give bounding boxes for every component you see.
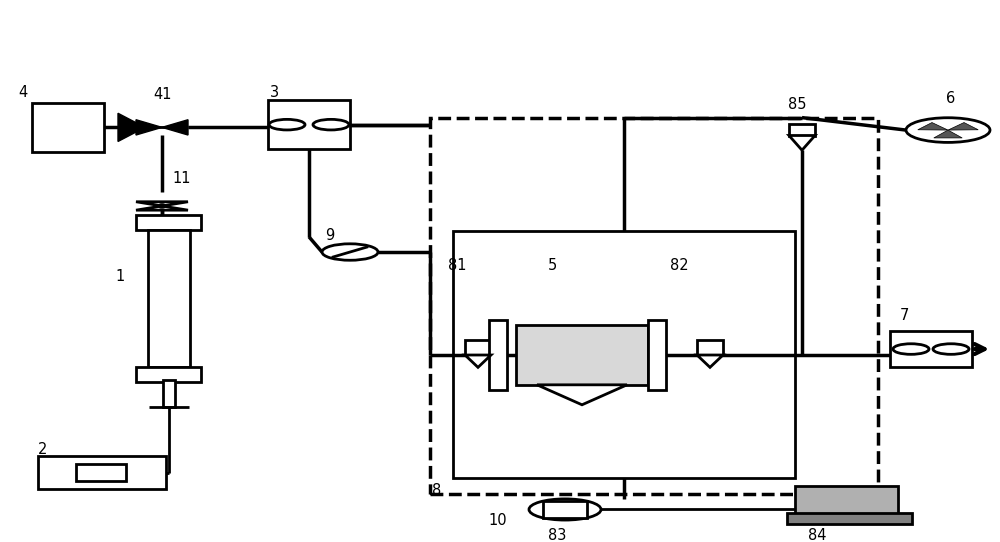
Text: 85: 85 <box>788 96 806 112</box>
Polygon shape <box>136 202 188 206</box>
Text: 11: 11 <box>172 171 190 186</box>
Text: 10: 10 <box>488 513 507 528</box>
Bar <box>136 215 201 230</box>
Ellipse shape <box>269 119 305 130</box>
Text: 3: 3 <box>270 85 279 100</box>
Bar <box>787 513 912 524</box>
Bar <box>32 103 104 152</box>
Polygon shape <box>789 136 815 150</box>
Text: 5: 5 <box>548 258 557 273</box>
Polygon shape <box>465 355 491 367</box>
Bar <box>516 325 648 385</box>
Ellipse shape <box>906 118 990 143</box>
Circle shape <box>158 204 166 208</box>
Bar <box>648 320 666 390</box>
Polygon shape <box>136 120 162 135</box>
Bar <box>890 331 972 367</box>
Bar <box>543 501 587 518</box>
Bar <box>268 100 350 149</box>
Ellipse shape <box>322 244 378 260</box>
Bar <box>163 380 175 406</box>
Bar <box>38 456 166 489</box>
Bar <box>453 231 795 478</box>
Bar <box>697 340 723 355</box>
Text: 7: 7 <box>900 308 909 323</box>
Text: 84: 84 <box>808 528 826 542</box>
Text: 6: 6 <box>946 91 955 106</box>
Polygon shape <box>162 120 188 135</box>
Text: 1: 1 <box>115 269 124 284</box>
Polygon shape <box>537 385 627 405</box>
Polygon shape <box>934 130 962 138</box>
Ellipse shape <box>893 344 929 354</box>
Polygon shape <box>118 113 145 141</box>
Bar <box>489 320 507 390</box>
Bar <box>465 340 491 355</box>
Polygon shape <box>948 122 978 130</box>
Text: 8: 8 <box>432 483 441 498</box>
Ellipse shape <box>313 119 349 130</box>
Text: 41: 41 <box>153 87 172 102</box>
Text: 2: 2 <box>38 442 47 457</box>
Polygon shape <box>918 122 948 130</box>
Bar <box>795 486 898 515</box>
Ellipse shape <box>933 344 969 354</box>
Bar <box>76 464 126 481</box>
Text: 83: 83 <box>548 528 566 542</box>
Ellipse shape <box>529 499 601 520</box>
Polygon shape <box>136 206 188 210</box>
Text: 81: 81 <box>448 258 466 273</box>
Bar <box>148 230 190 367</box>
Polygon shape <box>697 355 723 367</box>
Bar <box>430 118 878 494</box>
Text: 4: 4 <box>18 85 27 100</box>
Bar <box>789 124 815 136</box>
Bar <box>136 367 201 382</box>
Text: 82: 82 <box>670 258 689 273</box>
Text: 9: 9 <box>325 228 334 243</box>
